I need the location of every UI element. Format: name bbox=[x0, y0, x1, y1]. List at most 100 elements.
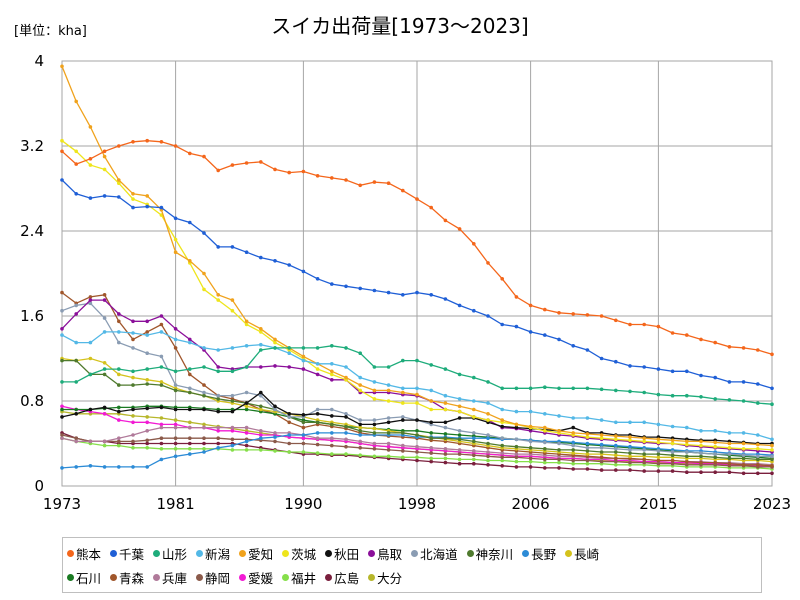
data-point bbox=[429, 420, 434, 425]
data-point bbox=[741, 456, 746, 461]
data-point bbox=[401, 401, 405, 405]
data-point bbox=[401, 386, 405, 391]
data-point bbox=[159, 354, 164, 359]
data-point bbox=[741, 453, 746, 458]
data-point bbox=[102, 293, 107, 297]
data-point bbox=[372, 288, 377, 293]
data-point bbox=[528, 456, 533, 461]
data-point bbox=[315, 420, 320, 425]
data-point bbox=[60, 64, 64, 69]
data-point bbox=[543, 460, 547, 465]
data-point bbox=[131, 140, 135, 144]
legend-label: 長野 bbox=[531, 546, 557, 562]
y-tick-label: 4 bbox=[34, 52, 44, 70]
data-point bbox=[173, 250, 178, 254]
legend-item: 秋田 bbox=[325, 544, 359, 563]
data-point bbox=[457, 457, 462, 462]
data-point bbox=[358, 422, 363, 427]
data-point bbox=[614, 318, 618, 323]
data-point bbox=[145, 446, 149, 450]
data-point bbox=[656, 440, 661, 445]
data-point bbox=[656, 437, 661, 442]
data-point bbox=[315, 174, 320, 178]
data-point bbox=[173, 422, 178, 427]
data-point bbox=[60, 327, 64, 331]
data-point bbox=[571, 448, 575, 452]
data-point bbox=[585, 435, 590, 439]
data-point bbox=[599, 450, 604, 454]
data-point bbox=[656, 461, 661, 466]
legend-item: 神奈川 bbox=[466, 544, 513, 563]
data-point bbox=[60, 138, 64, 143]
data-point bbox=[358, 439, 363, 444]
data-point bbox=[741, 380, 746, 384]
data-point bbox=[358, 383, 363, 387]
data-point bbox=[642, 457, 646, 462]
data-point bbox=[287, 415, 292, 419]
data-point bbox=[543, 412, 547, 416]
data-point bbox=[543, 425, 547, 430]
data-point bbox=[244, 250, 249, 254]
data-point bbox=[202, 154, 206, 159]
data-point bbox=[117, 405, 121, 410]
data-point bbox=[614, 437, 618, 442]
data-point bbox=[202, 271, 206, 276]
data-point bbox=[599, 446, 604, 450]
data-point bbox=[202, 450, 206, 454]
data-point bbox=[358, 425, 363, 430]
data-point bbox=[173, 216, 178, 221]
data-point bbox=[642, 436, 646, 441]
data-point bbox=[500, 455, 505, 460]
x-tick-label: 1981 bbox=[157, 495, 195, 513]
data-point bbox=[528, 459, 533, 464]
data-point bbox=[386, 420, 391, 425]
data-point bbox=[202, 422, 206, 427]
data-point bbox=[528, 465, 533, 469]
data-point bbox=[88, 196, 93, 200]
data-point bbox=[457, 452, 462, 456]
data-point bbox=[415, 429, 419, 433]
data-point bbox=[230, 369, 235, 374]
data-point bbox=[514, 422, 519, 427]
data-point bbox=[670, 453, 675, 458]
data-point bbox=[173, 441, 178, 446]
data-point bbox=[599, 387, 604, 392]
data-point bbox=[131, 420, 135, 425]
data-point bbox=[330, 436, 334, 441]
data-point bbox=[131, 446, 135, 450]
data-point bbox=[117, 418, 121, 422]
data-point bbox=[472, 449, 476, 453]
data-point bbox=[685, 393, 689, 398]
data-point bbox=[159, 330, 164, 334]
data-point bbox=[216, 436, 220, 441]
data-point bbox=[614, 420, 618, 425]
legend-marker bbox=[522, 549, 530, 557]
data-point bbox=[330, 344, 334, 348]
data-point bbox=[415, 455, 419, 460]
data-point bbox=[656, 367, 661, 371]
data-point bbox=[486, 433, 490, 437]
data-point bbox=[259, 255, 263, 260]
data-point bbox=[443, 452, 448, 456]
data-point bbox=[429, 205, 434, 210]
data-point bbox=[60, 358, 64, 363]
data-point bbox=[727, 470, 732, 475]
data-point bbox=[102, 298, 107, 302]
data-point bbox=[429, 363, 434, 367]
data-point bbox=[188, 425, 192, 430]
legend-item: 愛媛 bbox=[239, 568, 273, 587]
data-point bbox=[88, 298, 93, 302]
data-point bbox=[159, 380, 164, 384]
data-point bbox=[486, 436, 490, 441]
data-point bbox=[173, 237, 178, 242]
data-point bbox=[756, 454, 760, 459]
data-point bbox=[273, 340, 277, 345]
data-point bbox=[386, 416, 391, 420]
data-point bbox=[216, 393, 220, 398]
data-point bbox=[685, 450, 689, 454]
x-tick-label: 1973 bbox=[43, 495, 81, 513]
legend-item: 長野 bbox=[522, 544, 556, 563]
data-point bbox=[429, 407, 434, 412]
data-point bbox=[656, 455, 661, 460]
data-point bbox=[386, 448, 391, 452]
